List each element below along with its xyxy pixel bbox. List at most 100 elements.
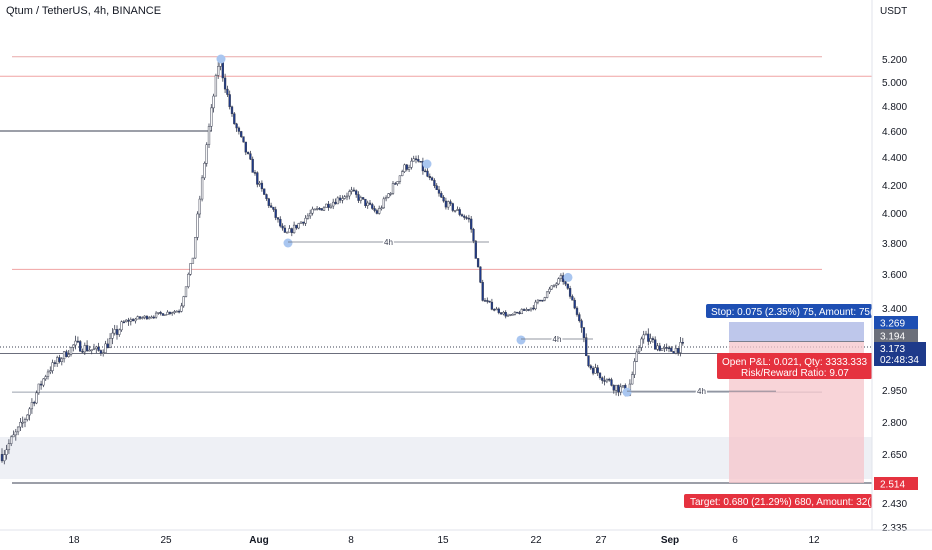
x-tick-label: 25 bbox=[160, 535, 172, 546]
pivot-marker bbox=[516, 335, 526, 345]
candle-body bbox=[157, 312, 160, 314]
candle-body bbox=[504, 312, 507, 317]
target-info-bg bbox=[684, 494, 872, 508]
candle-body bbox=[182, 296, 185, 307]
y-tick-label: 5.000 bbox=[882, 78, 907, 89]
candle-body bbox=[472, 228, 475, 242]
candle-body bbox=[106, 343, 109, 349]
candle-body bbox=[355, 190, 358, 195]
y-tick-label: 4.000 bbox=[882, 209, 907, 220]
candle-body bbox=[49, 370, 52, 373]
candle-body bbox=[449, 201, 452, 204]
x-tick-label: Aug bbox=[249, 535, 268, 546]
candle-body bbox=[509, 314, 512, 316]
candle-body bbox=[681, 342, 684, 344]
candle-body bbox=[649, 338, 652, 342]
candle-body bbox=[361, 197, 365, 200]
candle-body bbox=[118, 329, 121, 335]
candle-body bbox=[348, 191, 351, 197]
candle-body bbox=[426, 170, 429, 177]
candle-body bbox=[240, 131, 243, 137]
candle-body bbox=[405, 164, 408, 170]
candle-body bbox=[368, 202, 372, 205]
candle-body bbox=[274, 209, 277, 218]
candle-body bbox=[53, 362, 57, 364]
candle-body bbox=[67, 354, 70, 357]
candle-body bbox=[644, 333, 648, 336]
candle-body bbox=[166, 311, 169, 315]
candle-body bbox=[46, 371, 50, 377]
candle-body bbox=[198, 198, 201, 215]
candle-body bbox=[299, 221, 303, 224]
candle-body bbox=[396, 181, 399, 185]
candle-body bbox=[226, 88, 229, 95]
candle-body bbox=[674, 348, 678, 354]
countdown-badge: 02:48:34 bbox=[880, 355, 919, 366]
candle-body bbox=[136, 316, 139, 320]
candle-body bbox=[205, 144, 208, 164]
candle-body bbox=[237, 127, 241, 132]
candle-body bbox=[460, 214, 464, 217]
candle-body bbox=[168, 311, 172, 314]
candle-body bbox=[412, 158, 415, 162]
candle-body bbox=[605, 378, 609, 382]
candle-body bbox=[152, 316, 155, 319]
entry-level-badge: 3.194 bbox=[880, 332, 905, 343]
candle-body bbox=[578, 314, 581, 321]
candle-body bbox=[357, 194, 360, 201]
candle-body bbox=[532, 307, 535, 310]
candle-body bbox=[557, 278, 560, 285]
candle-body bbox=[60, 358, 63, 362]
candle-body bbox=[33, 402, 36, 404]
candle-body bbox=[428, 176, 431, 178]
candle-body bbox=[304, 217, 307, 224]
candle-body bbox=[325, 203, 328, 208]
candle-body bbox=[253, 172, 257, 174]
candle-body bbox=[518, 312, 521, 315]
stop-level-badge-bg bbox=[874, 316, 918, 329]
candle-body bbox=[536, 299, 540, 303]
candle-body bbox=[23, 419, 27, 423]
candle-body bbox=[318, 208, 321, 210]
candle-body bbox=[288, 228, 291, 233]
candle-body bbox=[612, 385, 615, 391]
x-tick-label: 22 bbox=[530, 535, 542, 546]
stop-level-badge: 3.269 bbox=[880, 319, 905, 330]
candle-body bbox=[327, 203, 330, 208]
candle-body bbox=[660, 348, 664, 351]
candle-body bbox=[476, 258, 480, 268]
candle-body bbox=[658, 345, 661, 351]
target-info-text: Target: 0.680 (21.29%) 680, Amount: 32( bbox=[690, 497, 871, 508]
candle-body bbox=[573, 299, 576, 309]
candle-body bbox=[148, 317, 151, 320]
candle-body bbox=[322, 207, 326, 211]
candle-body bbox=[228, 94, 231, 108]
candle-body bbox=[276, 217, 280, 220]
candle-body bbox=[511, 314, 514, 316]
entry-level-badge-bg bbox=[874, 329, 918, 342]
candle-body bbox=[483, 300, 487, 302]
candle-body bbox=[410, 160, 413, 168]
candle-body bbox=[217, 66, 220, 76]
pnl-info-bg bbox=[717, 353, 872, 379]
x-tick-label: 27 bbox=[595, 535, 607, 546]
candle-body bbox=[633, 361, 636, 375]
candle-body bbox=[309, 212, 312, 217]
candle-body bbox=[343, 196, 346, 199]
candle-body bbox=[598, 372, 602, 379]
candle-body bbox=[585, 337, 588, 356]
candle-body bbox=[256, 172, 259, 185]
candle-body bbox=[403, 164, 406, 172]
candle-body bbox=[207, 126, 211, 145]
candle-body bbox=[0, 454, 4, 462]
candle-body bbox=[329, 205, 333, 208]
candle-body bbox=[189, 263, 192, 275]
stop-info-bg bbox=[706, 304, 872, 318]
candle-body bbox=[444, 200, 448, 208]
candle-body bbox=[10, 436, 13, 444]
candle-body bbox=[568, 288, 572, 297]
candle-body bbox=[203, 163, 206, 179]
candle-body bbox=[111, 332, 114, 339]
candle-body bbox=[401, 171, 404, 177]
